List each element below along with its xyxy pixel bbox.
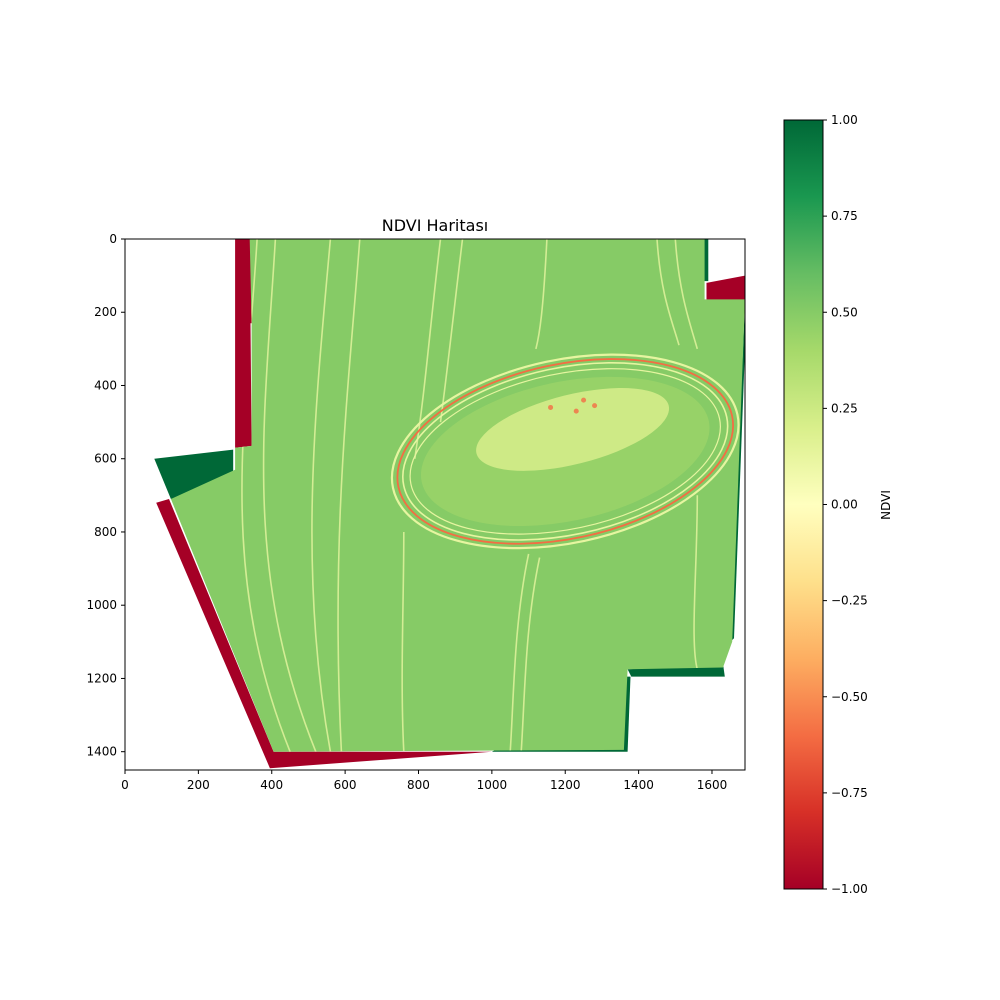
- track-ring: [396, 358, 734, 545]
- colorbar-label: NDVI: [879, 490, 893, 520]
- colorbar: [783, 119, 824, 890]
- x-tick-label: 1400: [623, 778, 654, 792]
- nodata-strip-bottom: [156, 499, 492, 769]
- ndvi-map: [154, 239, 745, 769]
- track-line: [241, 239, 291, 752]
- x-tick-label: 1600: [697, 778, 728, 792]
- x-tick-label: 200: [187, 778, 210, 792]
- y-axis: 0 200 400 600 800 1000 1200 1400: [86, 232, 125, 759]
- stress-spot: [581, 397, 587, 403]
- nodata-strip-left: [235, 239, 252, 448]
- track-line: [509, 553, 530, 752]
- colorbar-tick-label: 0.25: [831, 401, 858, 415]
- track-line: [674, 239, 699, 350]
- y-tick-label: 400: [94, 378, 117, 392]
- y-tick-label: 1000: [86, 598, 117, 612]
- y-tick-label: 800: [94, 525, 117, 539]
- stress-spot: [548, 404, 554, 410]
- colorbar-tick-label: −0.25: [831, 594, 868, 608]
- track-line: [337, 239, 361, 752]
- track-ring: [402, 362, 729, 541]
- x-tick-label: 600: [334, 778, 357, 792]
- chart-title: NDVI Haritası: [382, 216, 488, 235]
- colorbar-tick-label: 0.75: [831, 209, 858, 223]
- track-ring: [409, 368, 721, 535]
- x-tick-label: 0: [121, 778, 129, 792]
- track-line: [535, 239, 548, 350]
- stress-spot: [573, 408, 579, 414]
- track-line: [414, 239, 442, 459]
- field-surface: [170, 239, 745, 752]
- y-tick-label: 1200: [86, 671, 117, 685]
- x-tick-label: 1200: [550, 778, 581, 792]
- colorbar-tick-label: 1.00: [831, 113, 858, 127]
- stress-spot: [592, 403, 598, 409]
- nodata-strip-top-right: [706, 275, 745, 302]
- y-tick-label: 600: [94, 452, 117, 466]
- y-tick-label: 0: [109, 232, 117, 246]
- colorbar-ticks: 1.00 0.75 0.50 0.25 0.00 −0.25 −0.50 −0.75 −1.00: [823, 113, 868, 896]
- inner-patch: [476, 388, 670, 471]
- x-tick-label: 400: [260, 778, 283, 792]
- colorbar-tick-label: −0.75: [831, 786, 868, 800]
- track-line: [401, 531, 405, 752]
- track-line: [262, 239, 317, 752]
- axes-frame: [124, 238, 746, 771]
- track-line: [311, 239, 332, 752]
- x-tick-label: 1000: [477, 778, 508, 792]
- track-line: [520, 557, 541, 752]
- track-ring: [390, 353, 740, 550]
- colorbar-tick-label: −1.00: [831, 882, 868, 896]
- y-tick-label: 1400: [86, 745, 117, 759]
- track-line: [656, 239, 680, 346]
- colorbar-tick-label: 0.50: [831, 305, 858, 319]
- colorbar-tick-label: −0.50: [831, 690, 868, 704]
- y-tick-label: 200: [94, 305, 117, 319]
- x-axis: 0 200 400 600 800 1000 1200 1400 1600: [121, 770, 727, 792]
- track-line: [693, 495, 699, 670]
- field-layer: [170, 239, 745, 752]
- x-tick-label: 800: [407, 778, 430, 792]
- colorbar-tick-label: 0.00: [831, 498, 858, 512]
